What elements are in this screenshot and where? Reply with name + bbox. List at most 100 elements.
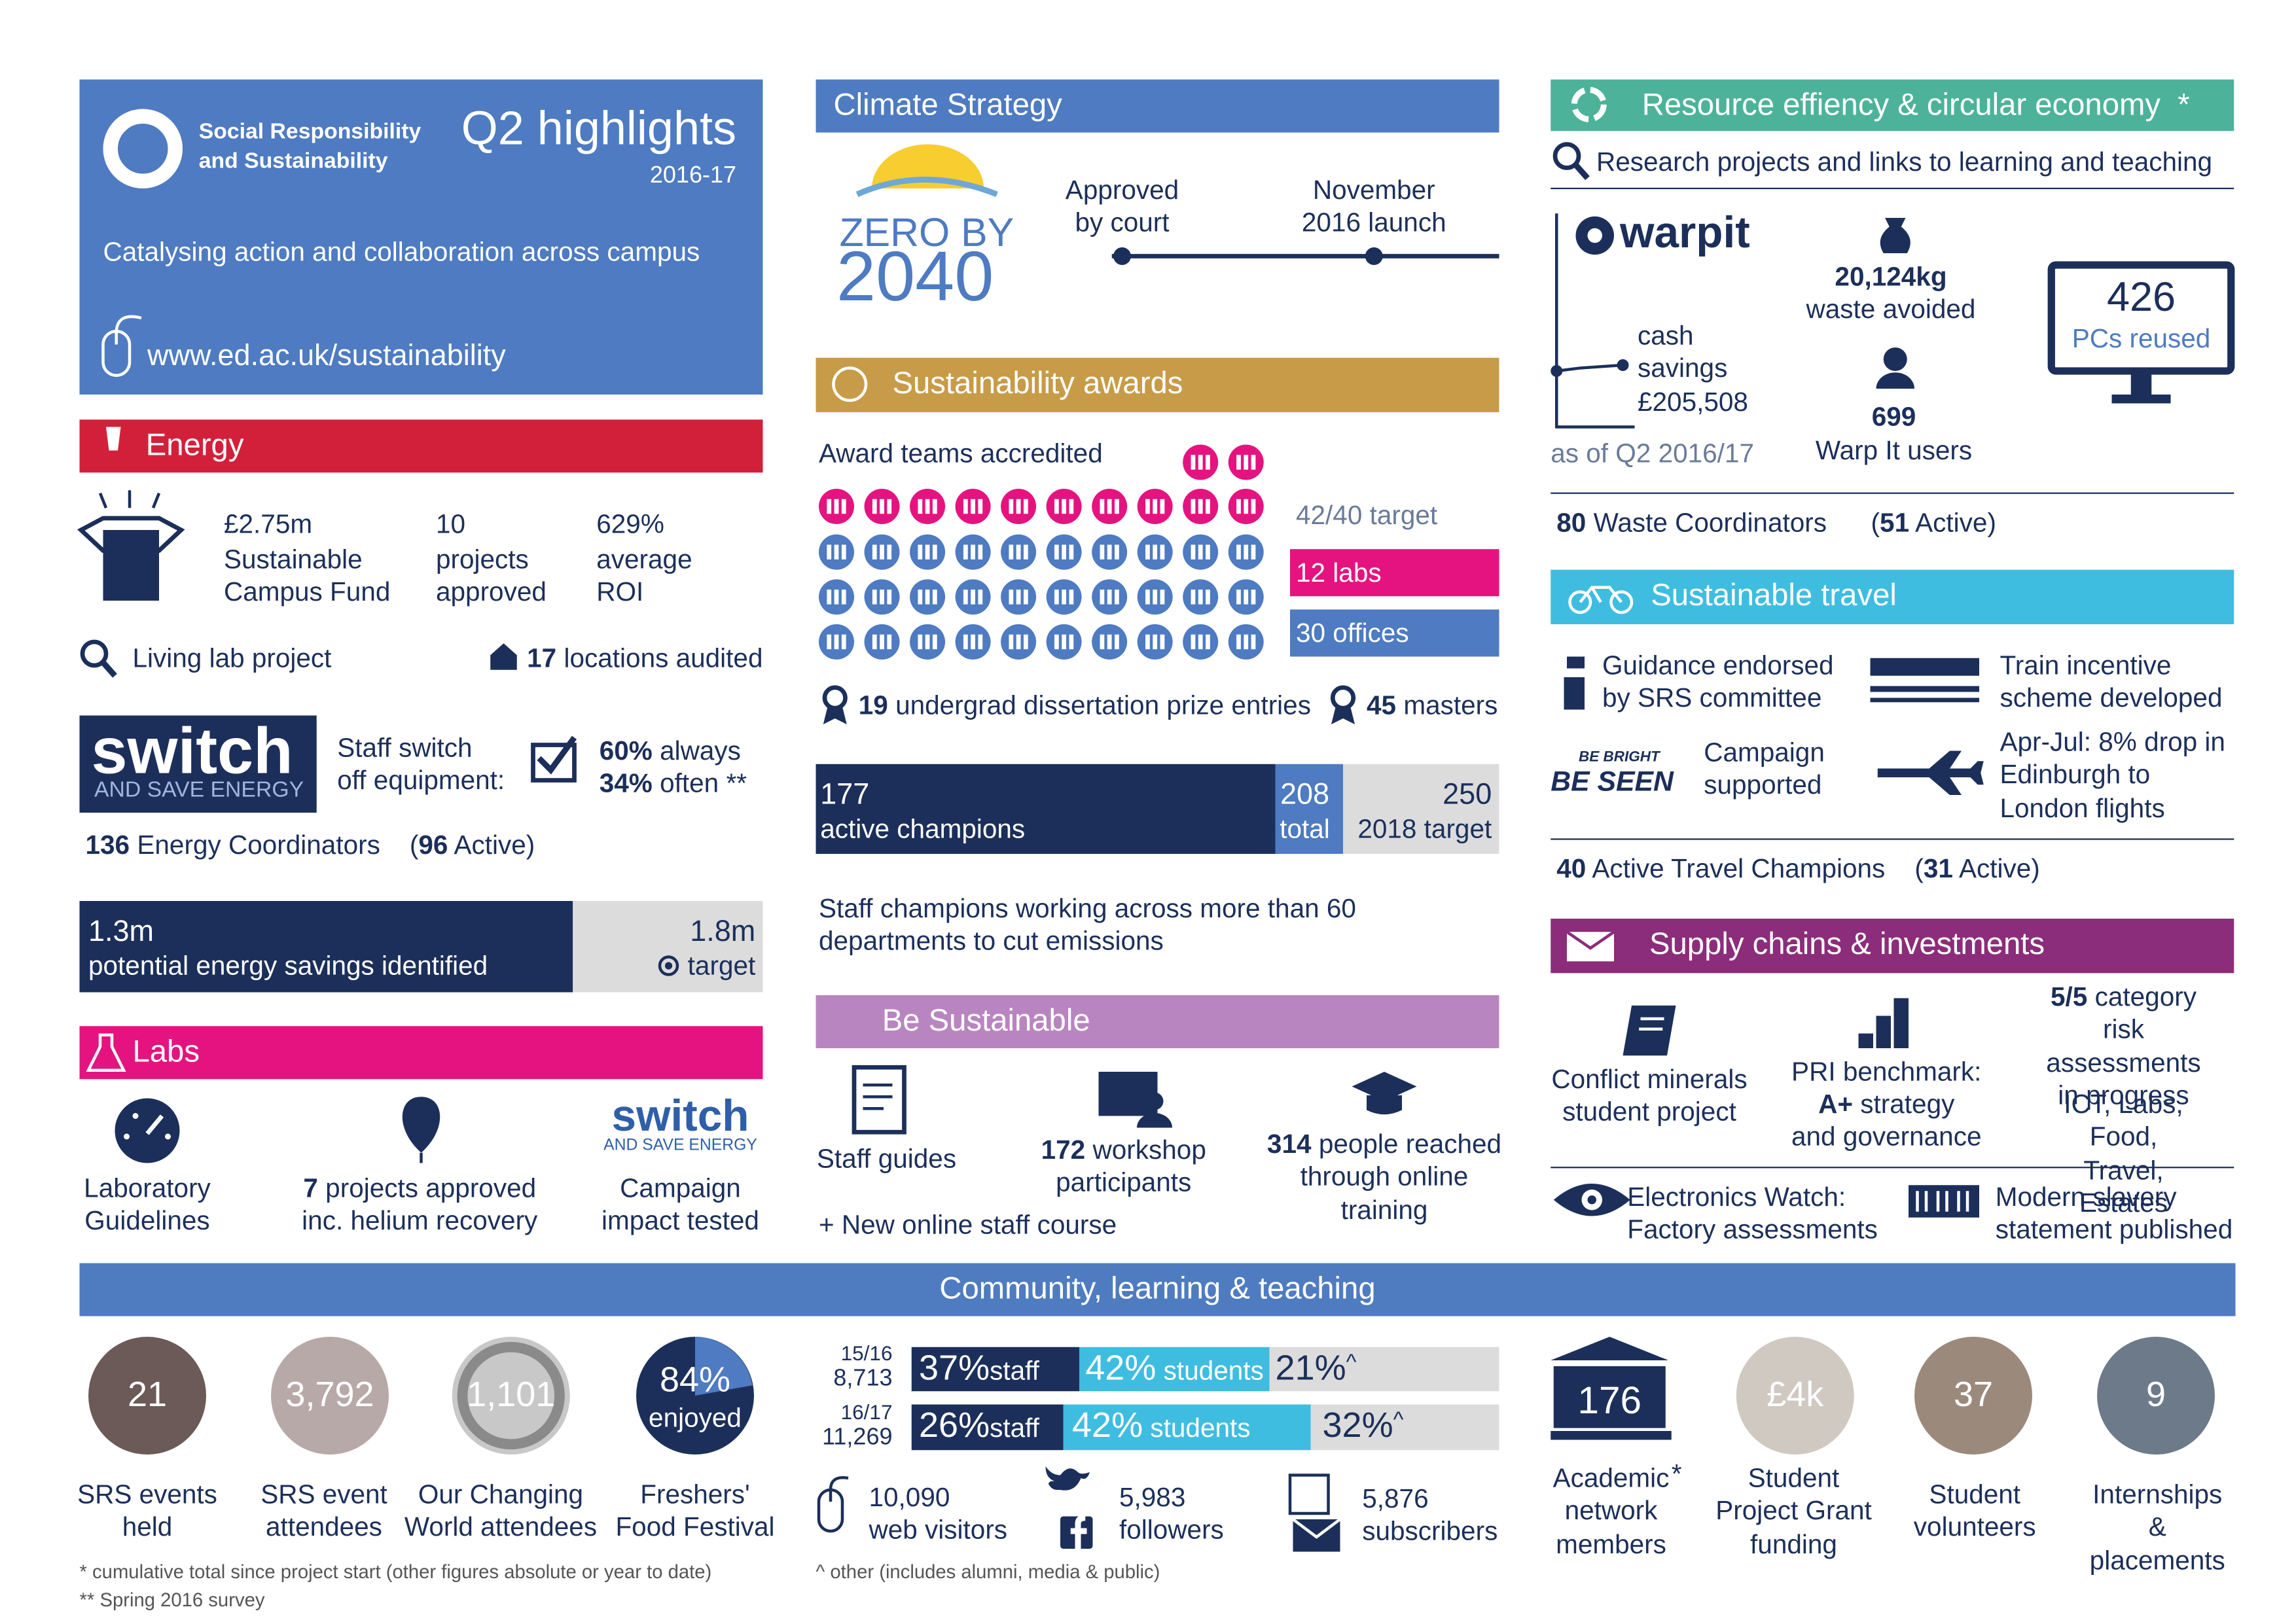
- section-title: Climate Strategy: [833, 88, 1062, 122]
- team-figure: [1191, 499, 1196, 514]
- team-figure: [1115, 590, 1119, 605]
- team-figure: [1206, 455, 1210, 470]
- team-figure: [1115, 499, 1119, 514]
- div: 136 Energy Coordinators (96 Active): [86, 829, 535, 862]
- circle: [664, 962, 673, 970]
- div: 42% students: [1072, 1405, 1250, 1449]
- team-figure: [880, 544, 884, 559]
- circle: [1587, 1195, 1596, 1205]
- rect: [79, 901, 573, 993]
- team-figure: [1016, 634, 1021, 650]
- value: 42%: [1085, 1349, 1157, 1388]
- label: students: [1163, 1356, 1264, 1386]
- g: [1916, 1191, 1969, 1212]
- logo-line: ZERO BY: [839, 210, 1014, 255]
- div: 314 people reached through online traini…: [1267, 1128, 1501, 1227]
- g: [863, 1084, 893, 1110]
- team-figure: [1009, 634, 1014, 650]
- circle: [1617, 359, 1629, 371]
- count: 17: [527, 643, 557, 673]
- team-figure: [971, 634, 975, 650]
- team-figure: [1145, 544, 1150, 559]
- line: [1573, 163, 1590, 181]
- value: 34%: [599, 768, 653, 798]
- team-figure: [872, 544, 877, 559]
- rect: [79, 1026, 763, 1080]
- label: Active): [1915, 508, 1996, 538]
- value: 20,124kg: [1835, 262, 1947, 292]
- target: 42/40 target: [1296, 501, 1438, 530]
- living-lab: Living lab project: [132, 643, 332, 673]
- bold: 5/5: [2051, 981, 2088, 1012]
- team-figure: [1191, 544, 1196, 559]
- line: [101, 660, 117, 678]
- rect: [2111, 395, 2171, 404]
- rect: [1553, 1366, 1666, 1428]
- team-figure: [978, 590, 983, 605]
- team-figure: [963, 544, 968, 559]
- label: Active): [454, 830, 535, 860]
- team-figure: [918, 634, 923, 650]
- label: strategy and governance: [1791, 1089, 1982, 1152]
- note: Staff champions working across more than…: [819, 893, 1356, 956]
- rect: [1564, 677, 1585, 710]
- team-figure: [1160, 499, 1165, 514]
- rect: [1288, 1474, 1330, 1515]
- team-figure: [1244, 544, 1249, 559]
- rect: [1269, 1347, 1499, 1392]
- areas: ICT, Labs, Food, Travel, Estates: [2064, 1089, 2183, 1218]
- team-figure: [1145, 590, 1150, 605]
- section-title: Community, learning & teaching: [939, 1272, 1376, 1306]
- rect: [1343, 764, 1499, 854]
- team-figure: [1107, 499, 1112, 514]
- value: 208: [1280, 779, 1330, 811]
- count: 45: [1367, 690, 1397, 720]
- path: [1367, 1095, 1402, 1115]
- count: 80: [1556, 508, 1587, 538]
- slavery: Modern slavery statement published: [1995, 1182, 2233, 1244]
- section-title: Supply chains & investments: [1649, 927, 2045, 962]
- paren: (: [409, 830, 419, 860]
- team-figure: [978, 544, 983, 559]
- team-figure: [932, 544, 937, 559]
- div: * cumulative total since project start (…: [80, 1561, 712, 1584]
- rect: [816, 764, 1276, 854]
- rect: [1290, 549, 1499, 597]
- section-title: Energy: [145, 428, 244, 463]
- label: subscribers: [1362, 1516, 1498, 1546]
- team-figure: [1145, 634, 1150, 650]
- line: [145, 1114, 164, 1135]
- value: 84%: [659, 1360, 731, 1400]
- team-figure: [963, 590, 968, 605]
- path: [537, 735, 577, 775]
- value: 699: [1871, 402, 1916, 432]
- div: 7 projects approved inc. helium recovery: [302, 1172, 537, 1237]
- path: [115, 315, 142, 332]
- team-figure: [1236, 634, 1241, 650]
- value: 426: [2106, 274, 2176, 320]
- rect: [1098, 1072, 1158, 1116]
- rect: [1310, 1404, 1499, 1451]
- circle: [103, 109, 183, 188]
- rect: [816, 357, 1499, 412]
- team-figure: [834, 634, 839, 650]
- circle: [1736, 1337, 1854, 1455]
- value: 176: [1577, 1378, 1642, 1422]
- circle: [1883, 347, 1907, 371]
- team-figure: [971, 499, 975, 514]
- path: [1876, 372, 1914, 389]
- team-figure: [1160, 634, 1165, 650]
- path: [1137, 1113, 1172, 1128]
- team-figure: [1236, 544, 1241, 559]
- count: 31: [1923, 854, 1953, 883]
- label: Freshers' Food Festival: [615, 1479, 775, 1542]
- team-figure: [1160, 544, 1165, 559]
- circle: [124, 1133, 130, 1140]
- rect: [1870, 697, 1979, 703]
- rect: [79, 79, 763, 395]
- g: [98, 490, 161, 509]
- switch-logo: switch: [91, 715, 293, 788]
- value: 21%: [1275, 1349, 1346, 1388]
- team-figure: [1062, 590, 1066, 605]
